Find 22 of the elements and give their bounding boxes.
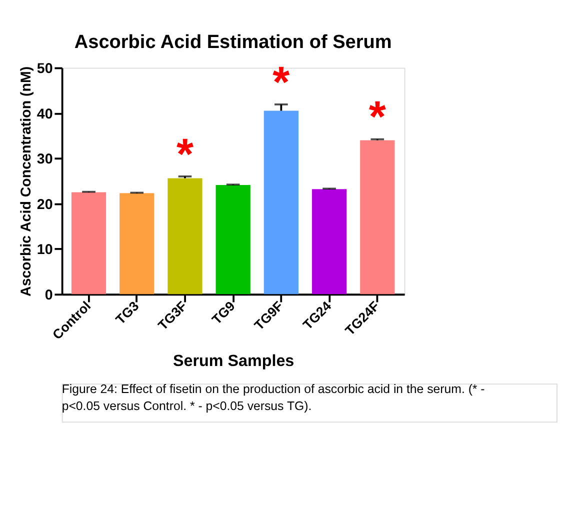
caption: Figure 24: Effect of fisetin on the production of ascorbic acid in the serum. (* - p<0.05 versus Control. * - p<0.05 versus TG). [62, 382, 485, 414]
bar [216, 185, 250, 294]
y-tick-label: 0 [44, 287, 53, 304]
y-tick-label: 20 [36, 196, 53, 213]
annotation: * [176, 130, 194, 179]
bar [360, 140, 395, 294]
bar [264, 110, 298, 294]
bar [120, 193, 154, 294]
annotation: * [368, 92, 386, 142]
y-tick-label: 10 [36, 242, 53, 258]
y-tick-label: 50 [36, 60, 53, 77]
bar [312, 189, 347, 294]
chart-title: Ascorbic Acid Estimation of Serum [74, 32, 392, 53]
bar [71, 192, 106, 294]
y-axis-title: Ascorbic Acid Concentration (nM) [18, 66, 34, 296]
y-tick-label: 40 [36, 106, 53, 122]
annotation: * [272, 58, 290, 107]
y-tick-label: 30 [36, 152, 53, 168]
bar [168, 178, 202, 294]
x-tick-label: TG9 [208, 298, 238, 328]
x-tick-label: TG3 [112, 298, 142, 328]
x-axis-title: Serum Samples [172, 352, 294, 370]
